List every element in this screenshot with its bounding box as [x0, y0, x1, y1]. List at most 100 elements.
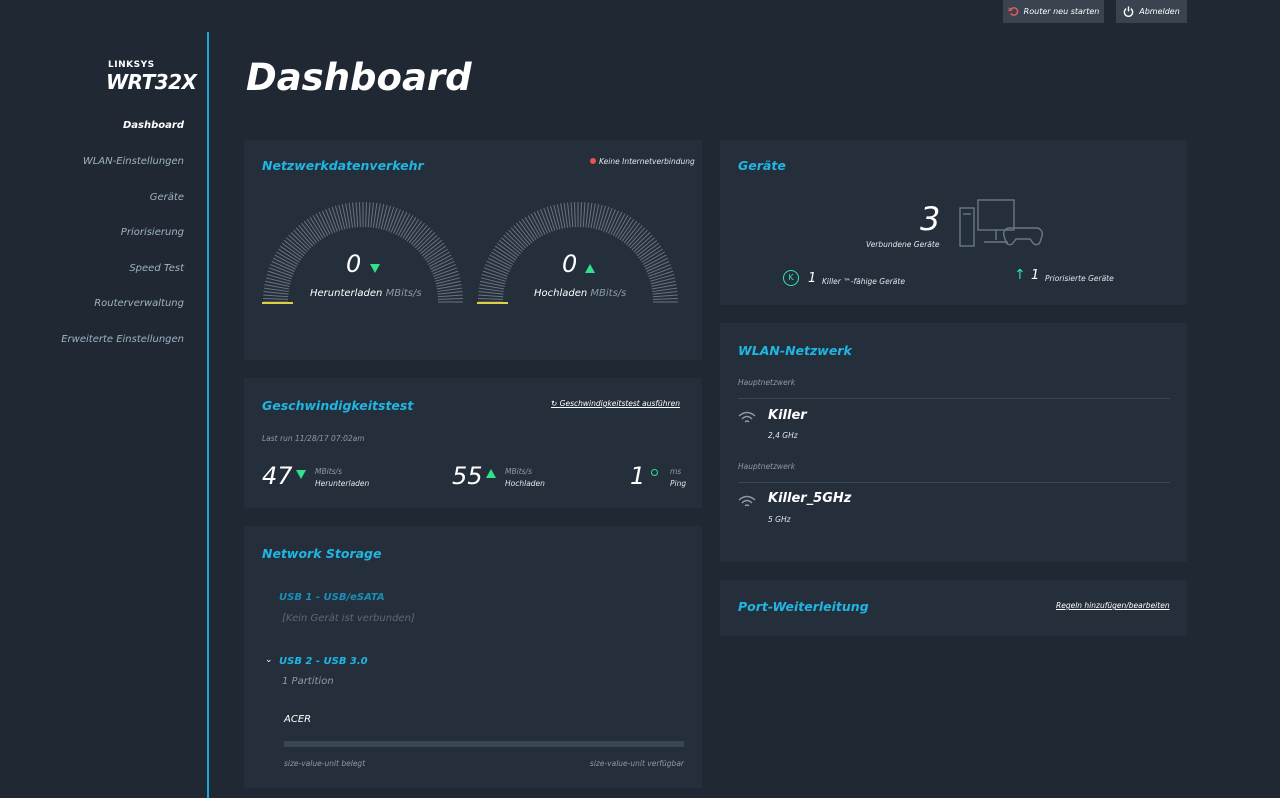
priority-icon: ↑: [1014, 267, 1026, 283]
storage-card: Network Storage USB 1 - USB/eSATA [Kein …: [244, 526, 702, 788]
nav-item[interactable]: Priorisierung: [120, 227, 184, 238]
usb1-status: [Kein Gerät ist verbunden]: [282, 613, 415, 624]
gauge-tick: [263, 294, 289, 298]
gauge-tick: [631, 232, 651, 251]
gauge-tick: [567, 202, 571, 228]
gauge-tick: [328, 207, 338, 232]
upload-label: Hochladen: [534, 288, 588, 299]
gauge-tick: [267, 270, 292, 280]
restart-label: Router neu starten: [1023, 7, 1100, 16]
logout-button[interactable]: Abmelden: [1116, 0, 1187, 23]
nav-item[interactable]: Speed Test: [129, 263, 184, 274]
gauge-tick: [288, 234, 308, 253]
gauge-tick: [318, 211, 331, 235]
gauge-tick: [651, 284, 677, 290]
st-upload-value: 55: [452, 462, 483, 490]
nav-item[interactable]: Routerverwaltung: [94, 298, 184, 309]
device-name: ACER: [284, 714, 312, 725]
gauge-tick: [478, 294, 504, 298]
upload-value: 0: [562, 250, 578, 278]
network-type: Hauptnetzwerk: [738, 462, 796, 471]
gauge-tick: [485, 264, 509, 275]
gauge-tick: [610, 211, 623, 235]
status-dot: [590, 158, 596, 164]
run-speedtest-link[interactable]: ↻ Geschwindigkeitstest ausführen: [551, 399, 680, 408]
gauge-tick: [516, 222, 533, 244]
gauge-tick: [428, 254, 452, 268]
devices-card: Geräte 3 Verbundene Geräte K 1 Killer ™-…: [720, 140, 1187, 305]
gauge-tick: [397, 213, 411, 237]
gauge-tick: [270, 264, 294, 275]
gauge-tick: [650, 277, 676, 285]
gauge-tick: [481, 273, 507, 282]
gauge-tick: [303, 220, 320, 242]
gauge-tick: [359, 202, 361, 228]
port-forwarding-link[interactable]: Regeln hinzufügen/bearbeiten: [1056, 601, 1170, 610]
gauge-tick: [556, 204, 563, 229]
gauge-tick: [263, 298, 289, 300]
gauge-tick: [437, 287, 463, 293]
port-forwarding-card: Port-Weiterleitung Regeln hinzufügen/bea…: [720, 580, 1187, 636]
gauge-tick: [527, 215, 541, 238]
ping-unit: ms: [670, 467, 682, 476]
divider: [738, 398, 1170, 399]
gauge-tick: [491, 251, 514, 265]
st-download-value: 47: [262, 462, 293, 490]
card-title: WLAN-Netzwerk: [738, 343, 852, 358]
divider: [738, 482, 1170, 483]
gauge-tick: [560, 203, 566, 229]
gauge-tick: [492, 248, 515, 263]
gauge-tick: [410, 225, 428, 245]
gauge-tick: [348, 202, 354, 228]
gauge-tick: [341, 204, 348, 229]
gauge-tick: [265, 280, 290, 287]
gauge-tick: [482, 270, 507, 280]
gauge-tick: [395, 211, 408, 235]
gauge-tick: [274, 254, 298, 268]
run-speedtest-label[interactable]: Geschwindigkeitstest ausführen: [559, 399, 680, 408]
gauge-tick: [321, 210, 333, 234]
ssid: Killer_5GHz: [768, 491, 852, 506]
nav-item[interactable]: WLAN-Einstellungen: [82, 156, 184, 167]
gauge-tick: [402, 216, 417, 239]
gauge-tick: [265, 277, 291, 285]
gauge-tick: [436, 280, 461, 287]
gauge-tick: [367, 202, 371, 228]
gauge-tick: [518, 220, 535, 242]
gauge-tick: [383, 205, 392, 231]
download-value: 0: [346, 250, 362, 278]
logo-model: WRT32X: [106, 70, 197, 94]
expand-icon[interactable]: ⌄: [265, 655, 273, 665]
gauge-tick: [414, 229, 433, 249]
nav-item[interactable]: Dashboard: [123, 120, 184, 131]
gauge-tick: [480, 277, 506, 285]
gauge-tick: [478, 287, 504, 293]
gauge-tick: [437, 294, 463, 298]
gauge-tick: [263, 291, 289, 295]
gauge-tick: [587, 202, 593, 228]
gauge-tick: [487, 257, 511, 270]
gauge-tick: [370, 202, 374, 228]
restart-button[interactable]: Router neu starten: [1003, 0, 1104, 23]
nav-item[interactable]: Erweiterte Einstellungen: [61, 334, 184, 345]
gauge-tick: [652, 291, 678, 295]
gauge-tick: [345, 203, 351, 229]
gauge-tick: [433, 267, 458, 277]
gauge-tick: [598, 205, 607, 231]
nav-item[interactable]: Geräte: [149, 192, 184, 203]
gauge-tick: [489, 254, 513, 268]
usb2-name[interactable]: USB 2 - USB 3.0: [279, 656, 368, 667]
gauge-tick: [651, 280, 676, 287]
gauge-tick: [390, 209, 401, 233]
gauge-tick: [268, 267, 293, 277]
gauge-tick: [530, 213, 544, 237]
gauge-tick: [483, 267, 508, 277]
gauge-tick: [277, 248, 300, 263]
gauge-tick: [400, 215, 414, 238]
power-icon: [1123, 6, 1134, 17]
gauge-tick: [521, 218, 537, 241]
gauge-tick: [524, 216, 539, 239]
used-size: size-value-unit belegt: [284, 759, 366, 768]
gauge-tick: [375, 203, 381, 229]
